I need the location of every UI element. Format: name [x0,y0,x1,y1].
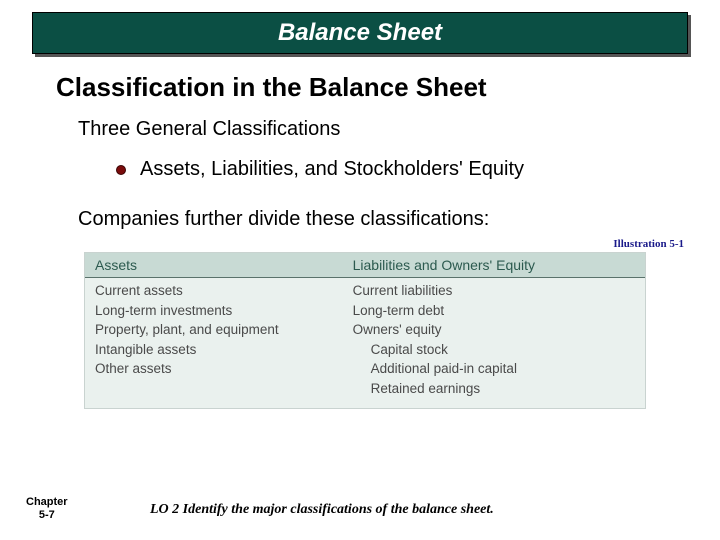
table-body-assets: Current assets Long-term investments Pro… [85,278,343,408]
bullet-icon [116,165,126,175]
table-body-row: Current assets Long-term investments Pro… [85,278,645,408]
illustration-label: Illustration 5-1 [613,238,684,250]
liab-item: Owners' equity [353,322,442,337]
liab-item: Long-term debt [353,303,445,318]
title-text: Balance Sheet [278,19,442,47]
liab-item-indent: Retained earnings [353,379,635,399]
liab-item: Current liabilities [353,283,453,298]
classification-table: Assets Liabilities and Owners' Equity Cu… [84,252,646,409]
subhead: Three General Classifications [78,118,340,141]
chapter-line2: 5-7 [39,509,55,521]
table-body-liab: Current liabilities Long-term debt Owner… [343,278,645,408]
assets-item: Current assets [95,283,183,298]
liab-item-indent: Capital stock [353,340,635,360]
title-banner: Balance Sheet [32,12,688,54]
body-line: Companies further divide these classific… [78,208,489,231]
assets-item: Property, plant, and equipment [95,322,279,337]
table-header-assets: Assets [85,253,343,277]
chapter-label: Chapter 5-7 [26,496,68,522]
bullet-row: Assets, Liabilities, and Stockholders' E… [116,158,524,181]
liab-item-indent: Additional paid-in capital [353,359,635,379]
bullet-text: Assets, Liabilities, and Stockholders' E… [140,158,524,181]
subtitle: Classification in the Balance Sheet [56,72,487,103]
assets-item: Intangible assets [95,342,196,357]
assets-item: Long-term investments [95,303,232,318]
table-header-liab: Liabilities and Owners' Equity [343,253,645,277]
learning-objective: LO 2 Identify the major classifications … [150,502,494,518]
table-header-row: Assets Liabilities and Owners' Equity [85,253,645,278]
chapter-line1: Chapter [26,496,68,508]
assets-item: Other assets [95,361,172,376]
